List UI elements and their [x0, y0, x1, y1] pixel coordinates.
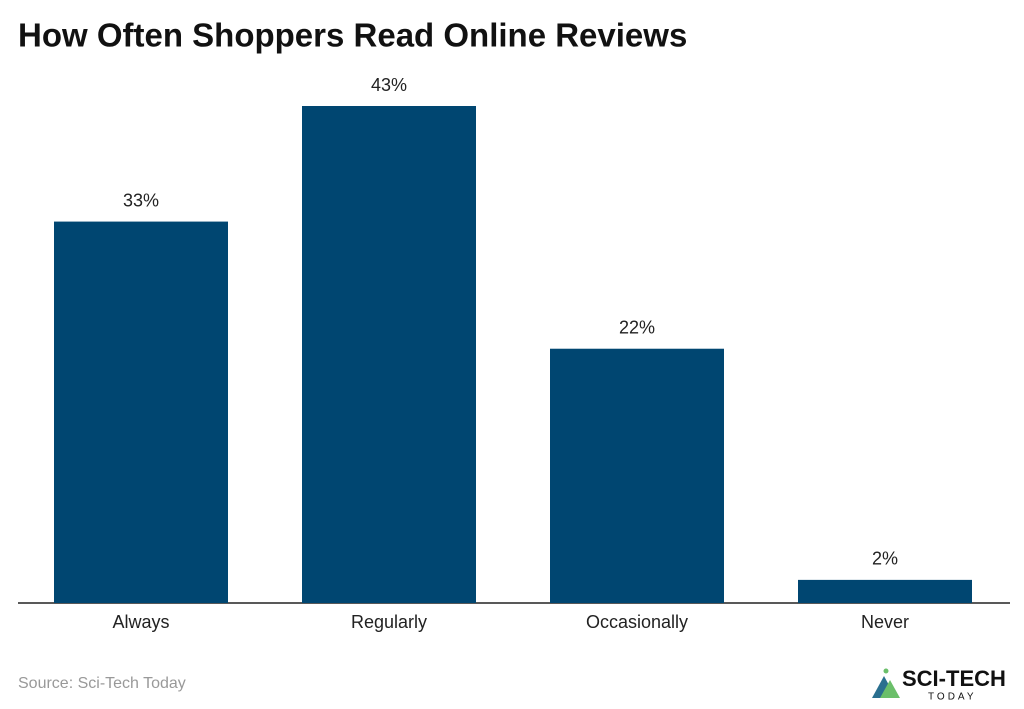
logo-icon [883, 668, 889, 674]
logo: SCI-TECH TODAY [872, 666, 1006, 703]
x-tick-label: Occasionally [586, 612, 688, 632]
value-label: 33% [123, 190, 159, 210]
x-tick-label: Regularly [351, 612, 427, 632]
bar [302, 106, 476, 603]
value-label: 22% [619, 317, 655, 337]
x-tick-label: Always [112, 612, 169, 632]
source: Source: Sci-Tech Today [18, 675, 186, 692]
logo-name: SCI-TECH [902, 666, 1006, 691]
value-label: 43% [371, 75, 407, 95]
value-label: 2% [872, 549, 898, 569]
x-tick-label: Never [861, 612, 909, 632]
chart-title: How Often Shoppers Read Online Reviews [18, 17, 687, 54]
logo-icon [880, 680, 900, 698]
bar [798, 579, 972, 603]
logo-tagline: TODAY [928, 692, 977, 703]
bar [550, 348, 724, 603]
bar [54, 221, 228, 603]
